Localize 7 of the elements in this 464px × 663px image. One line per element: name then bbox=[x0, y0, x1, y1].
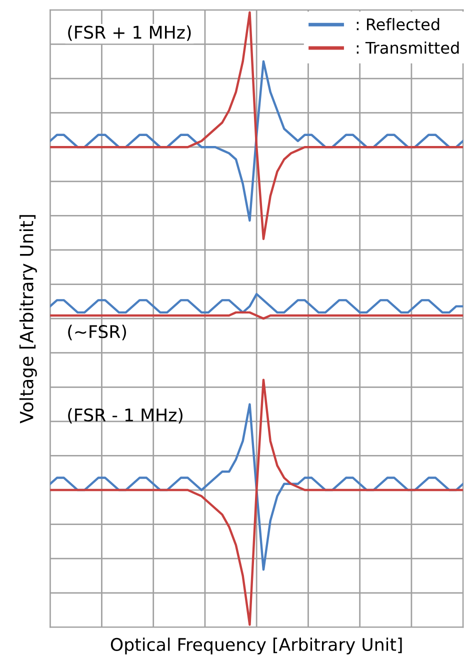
annotation: (~FSR) bbox=[68, 324, 126, 340]
x-axis-title: Optical Frequency [Arbitrary Unit] bbox=[110, 638, 402, 654]
legend-label: : Transmitted bbox=[356, 41, 459, 54]
annotation: (FSR - 1 MHz) bbox=[68, 408, 182, 424]
y-axis-title: Voltage [Arbitrary Unit] bbox=[19, 215, 37, 424]
legend-label: : Reflected bbox=[356, 18, 440, 30]
annotation: (FSR + 1 MHz) bbox=[68, 25, 191, 41]
